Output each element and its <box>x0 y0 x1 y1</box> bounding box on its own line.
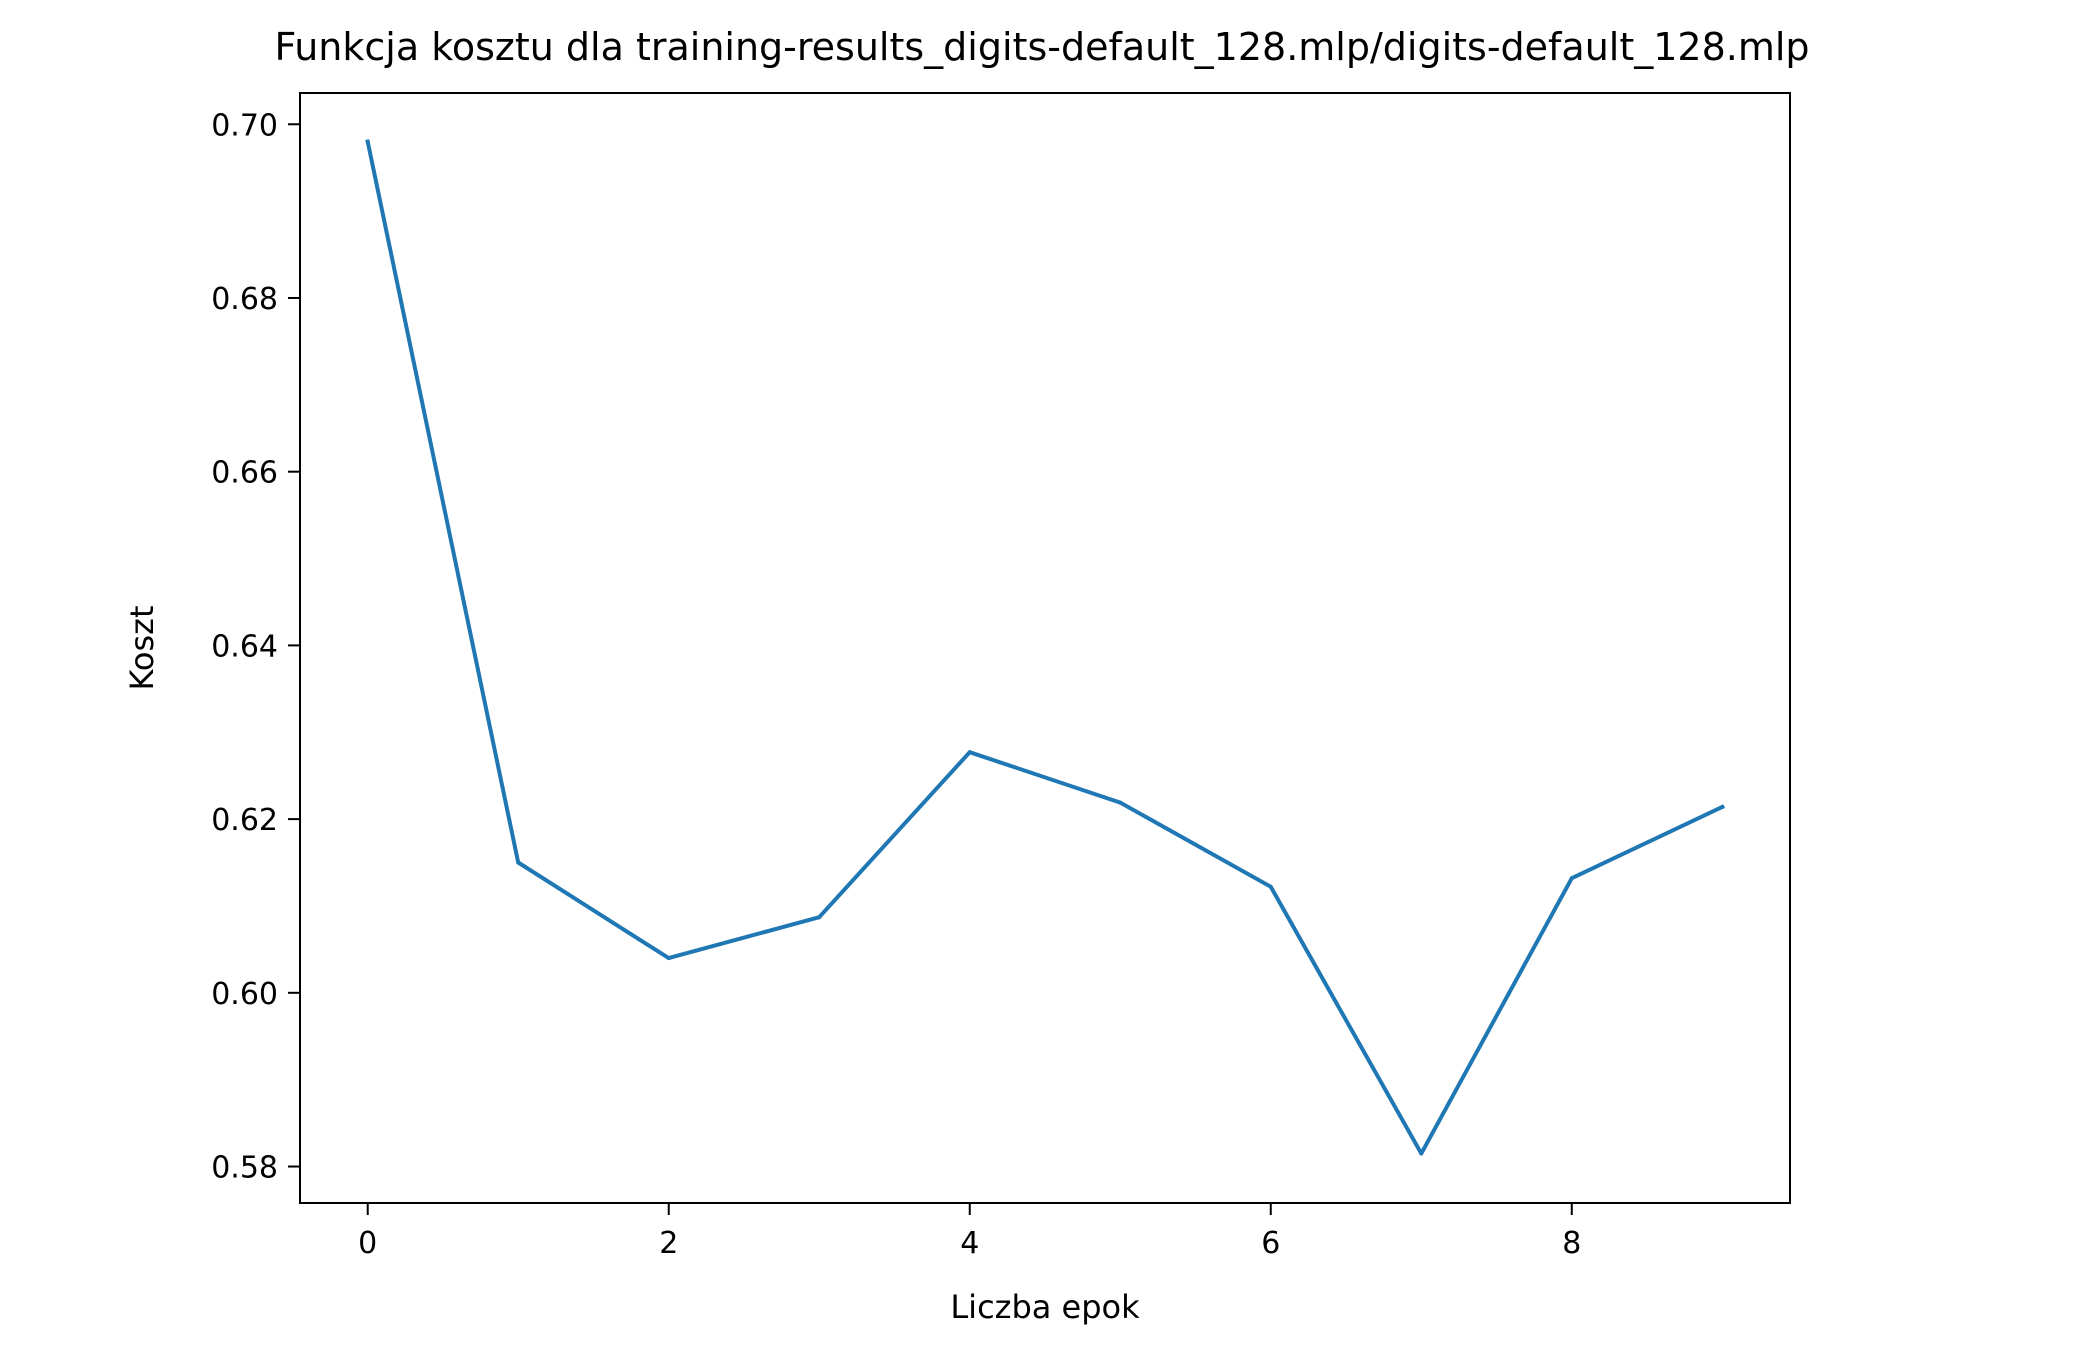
x-tick-label: 4 <box>960 1226 979 1261</box>
data-point <box>1118 800 1123 805</box>
chart-title: Funkcja kosztu dla training-results_digi… <box>274 25 1809 69</box>
data-point <box>516 860 521 865</box>
data-point <box>967 750 972 755</box>
data-point <box>1720 804 1725 809</box>
x-tick-label: 0 <box>358 1226 377 1261</box>
y-tick-label: 0.58 <box>211 1151 278 1186</box>
y-tick-label: 0.66 <box>211 456 278 491</box>
x-tick-label: 6 <box>1261 1226 1280 1261</box>
y-tick-label: 0.68 <box>211 282 278 317</box>
data-point <box>365 139 370 144</box>
x-axis-label: Liczba epok <box>950 1288 1140 1326</box>
y-tick-label: 0.64 <box>211 629 278 664</box>
x-axis-ticks: 0 2 4 6 8 <box>358 1203 1581 1261</box>
x-tick-label: 2 <box>659 1226 678 1261</box>
y-tick-label: 0.60 <box>211 977 278 1012</box>
plot-frame <box>299 92 1791 1204</box>
cost-series-line <box>365 139 1725 1156</box>
y-tick-label: 0.70 <box>211 108 278 143</box>
data-point <box>666 956 671 961</box>
y-axis-ticks: 0.58 0.60 0.62 0.64 0.66 0.68 0.70 <box>211 108 300 1186</box>
x-tick-label: 8 <box>1562 1226 1581 1261</box>
data-point <box>817 915 822 920</box>
data-point <box>1569 876 1574 881</box>
data-point <box>1268 884 1273 889</box>
series-layer <box>365 139 1725 1156</box>
y-axis-label: Koszt <box>123 606 161 691</box>
y-tick-label: 0.62 <box>211 803 278 838</box>
data-point <box>1419 1151 1424 1156</box>
